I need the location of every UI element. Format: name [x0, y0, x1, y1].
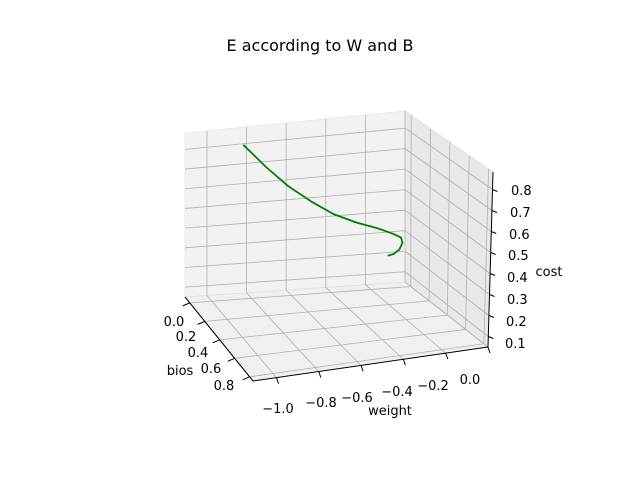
x-tick-label: −0.6: [341, 391, 373, 406]
cost-tick: [490, 252, 496, 255]
grid-line-cost-back: [184, 168, 406, 190]
x-tick-label: −0.8: [305, 396, 337, 411]
bios-tick: [227, 357, 235, 362]
grid-line-bios-side: [428, 128, 431, 301]
grid-line-cost-side: [404, 189, 491, 253]
y-tick-label: 0.4: [188, 346, 209, 361]
series-line: [242, 144, 404, 257]
bios-tick: [242, 376, 250, 381]
x-tick-label: −0.2: [417, 379, 449, 394]
grid-line-weight-floor: [206, 295, 277, 378]
z-tick-label: 0.7: [510, 206, 531, 221]
weight-tick: [360, 365, 364, 372]
grid-line-weight-floor: [246, 292, 320, 372]
tick-marks: [182, 189, 498, 384]
grid-line-cost-back: [184, 230, 406, 249]
grid-line-weight-floor: [325, 287, 404, 360]
bios-tick: [182, 302, 190, 307]
y-tick-label: 0.0: [164, 315, 185, 330]
weight-tick: [402, 359, 406, 366]
grid-line-bios-side: [483, 168, 489, 344]
grid-line-cost-back: [184, 209, 406, 229]
weight-tick: [318, 371, 322, 378]
weight-tick: [487, 346, 491, 354]
grid-line-bios-floor: [234, 329, 466, 359]
grid-lines: [184, 111, 493, 378]
y-tick-label: 0.8: [214, 379, 235, 394]
grid-line-cost-side: [404, 127, 493, 190]
grid-line-cost-side: [404, 168, 492, 232]
weight-axis-line: [252, 346, 489, 382]
chart-title: E according to W and B: [227, 36, 414, 55]
z-tick-label: 0.4: [507, 271, 528, 286]
grid-line-bios-floor: [249, 343, 484, 378]
z-tick-label: 0.1: [505, 337, 526, 352]
grid-line-bios-floor: [189, 286, 411, 304]
x-axis-label: weight: [368, 404, 412, 419]
x-tick-label: −1.0: [262, 402, 294, 417]
cost-axis-line: [487, 171, 494, 348]
grid-line-cost-side: [404, 230, 490, 295]
cost-tick: [491, 231, 497, 234]
cost-tick: [488, 336, 494, 339]
grid-line-cost-side: [404, 250, 490, 316]
grid-line-cost-side: [404, 209, 491, 274]
grid-line-cost-back: [184, 271, 406, 288]
bios-axis-line: [184, 296, 254, 382]
grid-line-cost-side: [404, 271, 489, 337]
cost-tick: [491, 210, 498, 213]
z-tick-label: 0.8: [511, 184, 532, 199]
cost-tick: [488, 315, 495, 318]
weight-tick: [276, 377, 279, 384]
grid-line-cost-back: [184, 189, 406, 209]
cost-tick: [492, 189, 498, 192]
z-tick-label: 0.2: [506, 315, 527, 330]
grid-line-weight-floor: [404, 281, 489, 348]
cost-tick: [489, 273, 496, 276]
y-tick-label: 0.6: [201, 362, 222, 377]
x-tick-label: −0.4: [381, 385, 413, 400]
z-axis-label: cost: [536, 265, 563, 280]
grid-line-cost-back: [184, 148, 406, 170]
cost-tick: [489, 294, 495, 297]
grid-line-weight-floor: [365, 284, 446, 354]
grid-line-cost-side: [404, 148, 493, 211]
x-tick-label: 0.0: [460, 373, 481, 388]
y-axis-label: bios: [167, 364, 194, 379]
z-tick-label: 0.6: [509, 228, 530, 243]
grid-line-bios-floor: [219, 314, 448, 341]
grid-line-bios-side: [446, 142, 451, 316]
grid-line-cost-back: [184, 250, 406, 268]
y-tick-label: 0.2: [176, 330, 197, 345]
bios-tick: [212, 339, 220, 344]
grid-line-bios-floor: [204, 300, 430, 322]
weight-tick: [445, 352, 449, 360]
grid-line-weight-floor: [285, 289, 362, 366]
grid-line-cost-back: [184, 127, 406, 150]
z-tick-label: 0.5: [508, 249, 529, 264]
grid-line-bios-side: [465, 155, 470, 330]
bios-tick: [197, 320, 205, 325]
axis-lines: [184, 171, 494, 382]
z-tick-label: 0.3: [507, 293, 528, 308]
